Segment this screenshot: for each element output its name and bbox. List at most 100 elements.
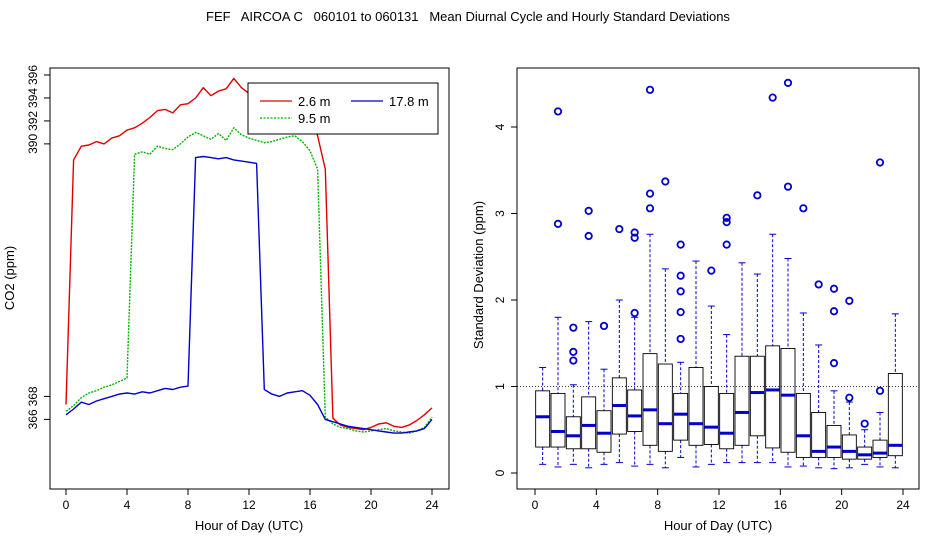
outlier-point (783, 182, 793, 191)
right-x-tick-label: 0 (532, 498, 539, 512)
iqr-box (749, 355, 765, 437)
outlier-point (553, 107, 563, 116)
box-hour-4.5 (596, 321, 612, 465)
left-y-tick-label: 390 (26, 134, 40, 154)
iqr-box (565, 416, 581, 450)
left-y-tick-label: 366 (26, 409, 40, 429)
iqr-box (596, 410, 612, 453)
iqr-box (811, 412, 827, 458)
left-x-axis-label: Hour of Day (UTC) (195, 518, 303, 533)
legend: 2.6 m 9.5 m 17.8 m (247, 82, 439, 135)
iqr-box (688, 367, 704, 446)
iqr-box (627, 389, 643, 432)
right-x-axis: 0 4 8 12 16 20 24 (532, 489, 910, 512)
right-y-axis-label: Standard Deviation (ppm) (471, 201, 486, 349)
left-x-tick-label: 24 (425, 498, 439, 512)
outlier-point (676, 240, 685, 249)
outlier-point (799, 204, 808, 213)
box-hour-0.5 (535, 366, 551, 465)
box-hour-15.5 (765, 93, 781, 464)
box-hour-23.5 (887, 313, 903, 469)
outlier-point (569, 356, 578, 365)
outlier-point (814, 280, 823, 289)
right-plot-frame (516, 67, 920, 490)
outlier-point (753, 191, 762, 200)
box-hour-7.5 (642, 85, 658, 465)
chart-title: FEF AIRCOA C 060101 to 060131 Mean Diurn… (206, 9, 730, 24)
outlier-point (875, 158, 885, 167)
iqr-box (857, 446, 873, 460)
iqr-box (734, 355, 750, 446)
outlier-point (615, 224, 624, 234)
box-hour-10.5 (688, 260, 704, 468)
legend-label-17-8m: 17.8 m (389, 94, 429, 109)
co2-line-chart: 0 4 8 12 16 20 24 366 368 390 392 394 396 Hour of D… (2, 65, 450, 533)
outlier-point (676, 334, 685, 344)
outlier-point (722, 213, 731, 222)
outlier-point (645, 204, 655, 213)
outlier-point (722, 240, 731, 249)
iqr-box (765, 345, 781, 449)
iqr-box (826, 424, 842, 458)
outlier-point (783, 78, 793, 87)
outlier-point (630, 233, 639, 242)
right-y-tick-label: 1 (493, 383, 507, 390)
iqr-box (673, 392, 689, 441)
outlier-point (875, 386, 885, 395)
left-x-tick-label: 16 (303, 498, 317, 512)
box-hour-6.5 (627, 228, 643, 467)
right-y-tick-label: 4 (493, 123, 507, 130)
right-x-tick-label: 8 (654, 498, 661, 512)
outlier-point (676, 271, 685, 280)
box-hour-12.5 (719, 213, 735, 464)
iqr-box (872, 439, 888, 458)
iqr-box (581, 396, 597, 450)
outlier-point (630, 308, 639, 318)
iqr-box (795, 392, 811, 458)
outlier-point (829, 284, 839, 293)
left-x-tick-label: 4 (124, 498, 131, 512)
outlier-point (768, 93, 777, 102)
outlier-point (553, 219, 563, 228)
iqr-box (550, 392, 566, 448)
iqr-box (887, 373, 903, 457)
box-hour-20.5 (841, 296, 857, 469)
outlier-point (630, 228, 639, 237)
iqr-box (780, 347, 796, 453)
box-hour-21.5 (857, 419, 873, 465)
box-hour-2.5 (565, 323, 581, 465)
iqr-box (703, 386, 719, 445)
box-hour-19.5 (826, 284, 842, 470)
box-hour-9.5 (673, 240, 689, 458)
series-line-17-8-m (65, 155, 433, 434)
outlier-point (860, 419, 869, 428)
left-x-tick-label: 8 (185, 498, 192, 512)
right-x-tick-label: 16 (774, 498, 788, 512)
box-hour-22.5 (872, 158, 888, 468)
outlier-point (676, 287, 685, 296)
outlier-point (584, 231, 593, 241)
box-plots (535, 78, 903, 470)
iqr-box (719, 392, 735, 450)
left-y-tick-label: 394 (26, 88, 40, 108)
outlier-point (645, 85, 655, 94)
outlier-point (676, 308, 685, 317)
outlier-point (584, 206, 593, 216)
outlier-point (845, 393, 854, 402)
left-y-tick-label: 392 (26, 111, 40, 131)
right-x-axis-label: Hour of Day (UTC) (664, 518, 772, 533)
box-hour-11.5 (703, 266, 719, 465)
legend-label-2-6m: 2.6 m (298, 94, 331, 109)
outlier-point (569, 323, 578, 332)
left-x-tick-label: 20 (364, 498, 378, 512)
box-hour-18.5 (811, 280, 827, 469)
right-y-axis: 0 1 2 3 4 (493, 123, 517, 476)
outlier-point (829, 359, 839, 368)
box-hour-3.5 (581, 206, 597, 469)
left-y-tick-label: 368 (26, 386, 40, 406)
left-x-tick-label: 0 (63, 498, 70, 512)
outlier-point (599, 321, 609, 331)
outlier-point (845, 296, 854, 305)
box-hour-8.5 (657, 177, 673, 469)
